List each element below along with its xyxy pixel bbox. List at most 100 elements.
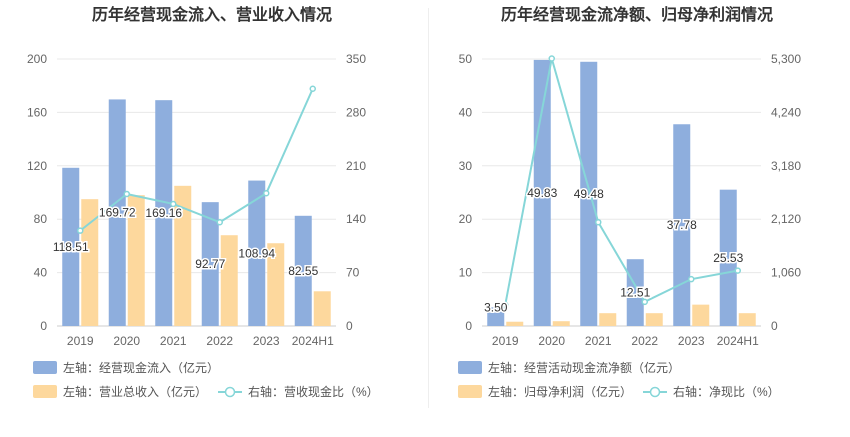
- left-axis-tick-label: 10: [459, 266, 473, 280]
- bar-net-cashflow: [719, 189, 737, 326]
- left-axis-tick-label: 0: [465, 319, 472, 333]
- bar-data-label: 169.72: [99, 206, 136, 220]
- left-axis-tick-label: 120: [27, 159, 47, 173]
- ratio-point: [170, 200, 177, 208]
- left-axis-tick-label: 200: [27, 52, 47, 66]
- bar-data-label: 49.83: [527, 186, 557, 200]
- ratio-point: [309, 85, 316, 93]
- right-axis-tick-label: 70: [346, 266, 360, 280]
- bar-cash-inflow: [108, 99, 126, 326]
- right-axis-tick-label: 140: [346, 212, 366, 226]
- bar-cash-inflow: [62, 167, 80, 326]
- x-axis-tick-label: 2024H1: [717, 334, 759, 348]
- bar-data-label: 49.48: [574, 187, 604, 201]
- bar-revenue: [220, 235, 238, 326]
- bar-data-label: 25.53: [713, 251, 743, 265]
- legend-label: 左轴：营业总收入（亿元）: [63, 384, 207, 399]
- legend-swatch: [33, 361, 57, 374]
- ratio-point: [123, 190, 130, 198]
- left-axis-tick-label: 20: [459, 212, 473, 226]
- bar-net-cashflow: [580, 61, 598, 327]
- bar-revenue: [81, 199, 99, 326]
- legend-marker: [649, 386, 661, 398]
- legend-label: 右轴：营收现金比（%）: [248, 384, 379, 399]
- bar-revenue: [174, 185, 192, 326]
- x-axis-tick-label: 2023: [253, 334, 280, 348]
- x-axis-tick-label: 2021: [585, 334, 612, 348]
- right-axis-tick-label: 1,060: [771, 266, 801, 280]
- left-axis-tick-label: 160: [27, 105, 47, 119]
- bar-net-profit: [738, 313, 756, 326]
- left-axis-tick-label: 0: [40, 319, 47, 333]
- ratio-point: [77, 227, 84, 234]
- x-axis-tick-label: 2021: [160, 334, 187, 348]
- left-axis-tick-label: 50: [459, 52, 473, 66]
- bar-cash-inflow: [248, 180, 266, 326]
- bar-data-label: 82.55: [288, 264, 318, 278]
- right-axis-tick-label: 4,240: [771, 105, 801, 119]
- x-axis-tick-label: 2022: [631, 334, 658, 348]
- bar-revenue: [127, 195, 145, 326]
- bar-net-profit: [692, 304, 710, 326]
- left-axis-tick-label: 40: [34, 266, 48, 280]
- chart-title: 历年经营现金流入、营业收入情况: [92, 5, 332, 24]
- net-cashflow-profit-chart: 历年经营现金流净额、归母净利润情况 0 0 10 1,060 20 2,120 30 3,180…: [458, 5, 801, 399]
- bar-net-profit: [645, 313, 663, 326]
- right-axis-tick-label: 0: [346, 319, 353, 333]
- bar-net-cashflow: [673, 124, 691, 327]
- right-axis-tick-label: 350: [346, 52, 366, 66]
- left-axis-tick-label: 40: [459, 105, 473, 119]
- ratio-line: [79, 88, 314, 232]
- x-axis-tick-label: 2022: [206, 334, 233, 348]
- bar-net-profit: [506, 321, 524, 326]
- left-axis-tick-label: 80: [34, 212, 48, 226]
- left-axis-tick-label: 30: [459, 159, 473, 173]
- bar-net-profit: [599, 313, 617, 326]
- bar-revenue: [313, 291, 331, 326]
- x-axis-tick-label: 2024H1: [292, 334, 334, 348]
- bar-data-label: 169.16: [145, 206, 182, 220]
- legend-marker: [224, 386, 236, 398]
- legend-swatch: [458, 385, 482, 398]
- right-axis-tick-label: 5,300: [771, 52, 801, 66]
- legend-label: 左轴：经营活动现金流净额（亿元）: [488, 360, 680, 375]
- x-axis-tick-label: 2019: [492, 334, 519, 348]
- bar-revenue: [267, 243, 285, 326]
- right-axis-tick-label: 3,180: [771, 159, 801, 173]
- x-axis-tick-label: 2023: [678, 334, 705, 348]
- ratio-point: [734, 267, 741, 274]
- ratio-point: [216, 219, 223, 226]
- bar-cash-inflow: [201, 202, 219, 326]
- bar-cash-inflow: [155, 100, 173, 326]
- right-axis-tick-label: 280: [346, 105, 366, 119]
- cash-inflow-revenue-chart: 历年经营现金流入、营业收入情况 0 0 40 70 80 140 120 210 160 280 20…: [27, 5, 379, 399]
- right-axis-tick-label: 0: [771, 319, 778, 333]
- ratio-point: [263, 190, 270, 197]
- x-axis-tick-label: 2020: [113, 334, 140, 348]
- bar-data-label: 37.78: [667, 218, 697, 232]
- legend-label: 左轴：归母净利润（亿元）: [488, 384, 632, 399]
- chart-title: 历年经营现金流净额、归母净利润情况: [501, 5, 773, 24]
- ratio-point: [688, 275, 695, 283]
- bar-data-label: 92.77: [195, 257, 225, 271]
- bar-data-label: 108.94: [238, 246, 275, 260]
- right-axis-tick-label: 210: [346, 159, 366, 173]
- bar-data-label: 118.51: [53, 240, 89, 254]
- ratio-line: [504, 58, 738, 306]
- right-axis-tick-label: 2,120: [771, 212, 801, 226]
- legend-swatch: [33, 385, 57, 398]
- legend-swatch: [458, 361, 482, 374]
- x-axis-tick-label: 2019: [67, 334, 94, 348]
- ratio-point: [502, 301, 509, 309]
- legend-label: 右轴：净现比（%）: [673, 384, 780, 399]
- bar-data-label: 3.50: [484, 300, 508, 314]
- legend-label: 左轴：经营现金流入（亿元）: [63, 360, 219, 375]
- ratio-point: [641, 298, 648, 306]
- bar-net-cashflow: [487, 307, 505, 326]
- ratio-point: [548, 55, 555, 62]
- x-axis-tick-label: 2020: [538, 334, 565, 348]
- bar-net-cashflow: [626, 259, 644, 326]
- bar-cash-inflow: [294, 215, 312, 326]
- bar-net-profit: [552, 321, 570, 326]
